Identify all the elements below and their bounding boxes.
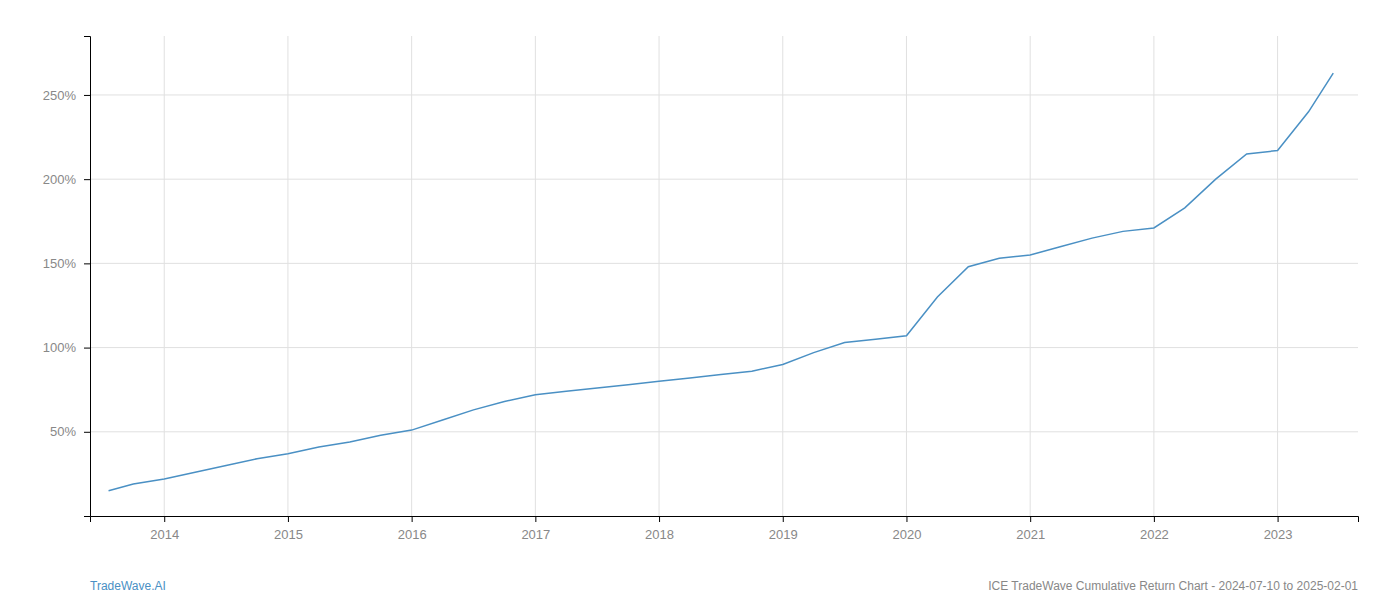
- x-tick-mark: [288, 516, 289, 522]
- x-tick-label: 2020: [893, 527, 922, 542]
- grid-line: [535, 36, 536, 516]
- x-tick-mark: [1154, 516, 1155, 522]
- y-tick: 50%: [50, 424, 90, 439]
- annotation: ICE TradeWave Cumulative Return Chart - …: [988, 579, 1358, 593]
- x-tick-label: 2016: [398, 527, 427, 542]
- x-tick: 2019: [769, 516, 798, 542]
- y-tick: 250%: [43, 88, 90, 103]
- marks: [109, 73, 1334, 491]
- grid-line: [1277, 36, 1278, 516]
- grid-line: [90, 431, 1358, 432]
- x-tick-label: 2021: [1016, 527, 1045, 542]
- y-tick-mark: [84, 348, 90, 349]
- y-tick-mark: [84, 432, 90, 433]
- x-tick-mark: [1030, 516, 1031, 522]
- x-tick-mark: [412, 516, 413, 522]
- grid-line: [659, 36, 660, 516]
- x-tick: 2020: [893, 516, 922, 542]
- y-tick-label: 100%: [43, 340, 77, 355]
- x-tick-mark: [783, 516, 784, 522]
- annotation: TradeWave.AI: [90, 579, 166, 593]
- grid-line: [90, 263, 1358, 264]
- grid-line: [411, 36, 412, 516]
- x-tick: 2014: [150, 516, 179, 542]
- x-tick: 2015: [274, 516, 303, 542]
- y-tick: 100%: [43, 340, 90, 355]
- x-tick-mark: [535, 516, 536, 522]
- y-tick-label: 250%: [43, 88, 77, 103]
- y-tick-label: 200%: [43, 172, 77, 187]
- x-tick-label: 2018: [645, 527, 674, 542]
- grid: [90, 36, 1358, 516]
- x-tick: 2022: [1140, 516, 1169, 542]
- x-tick: 2021: [1016, 516, 1045, 542]
- y-tick-mark: [84, 179, 90, 180]
- x-tick-label: 2023: [1264, 527, 1293, 542]
- grid-line: [164, 36, 165, 516]
- grid-line: [287, 36, 288, 516]
- x-axis: 2014 2015 2016 2017 2018 2019 2020 2021 2022 2023: [91, 516, 1359, 542]
- x-tick: 2023: [1264, 516, 1293, 542]
- line: [109, 73, 1334, 491]
- y-tick-mark: [84, 263, 90, 264]
- x-tick-mark: [164, 516, 165, 522]
- grid-line: [782, 36, 783, 516]
- plot: 2014 2015 2016 2017 2018 2019 2020 2021 2022 2023…: [43, 36, 1359, 542]
- x-tick-label: 2014: [150, 527, 179, 542]
- x-tick-label: 2017: [521, 527, 550, 542]
- grid-line: [90, 94, 1358, 95]
- y-axis-line: [84, 37, 91, 517]
- grid-line: [90, 179, 1358, 180]
- x-tick-label: 2015: [274, 527, 303, 542]
- x-tick-label: 2019: [769, 527, 798, 542]
- x-axis-line: [91, 517, 1359, 523]
- chart: 2014 2015 2016 2017 2018 2019 2020 2021 2022 2023…: [0, 0, 1400, 600]
- y-tick-mark: [84, 95, 90, 96]
- x-tick: 2018: [645, 516, 674, 542]
- x-tick-mark: [659, 516, 660, 522]
- y-tick: 150%: [43, 256, 90, 271]
- grid-line: [1153, 36, 1154, 516]
- grid-line: [90, 347, 1358, 348]
- grid-line: [1030, 36, 1031, 516]
- y-tick-label: 150%: [43, 256, 77, 271]
- x-tick: 2017: [521, 516, 550, 542]
- x-tick-mark: [906, 516, 907, 522]
- x-tick-mark: [1278, 516, 1279, 522]
- grid-line: [906, 36, 907, 516]
- x-tick-label: 2022: [1140, 527, 1169, 542]
- y-axis: 50% 100% 150% 200% 250%: [43, 37, 91, 517]
- y-tick: 200%: [43, 172, 90, 187]
- x-tick: 2016: [398, 516, 427, 542]
- y-tick-label: 50%: [50, 424, 76, 439]
